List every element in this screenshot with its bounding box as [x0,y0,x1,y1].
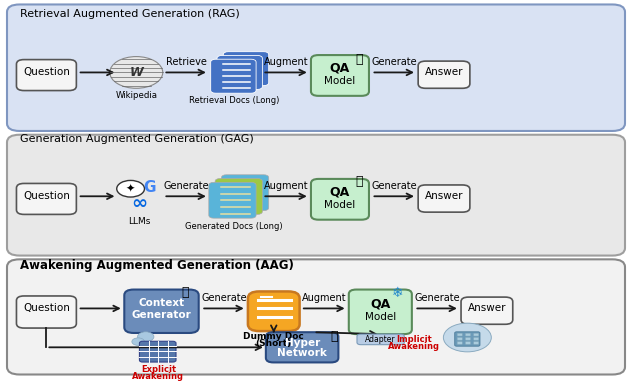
FancyBboxPatch shape [473,342,478,344]
Text: Answer: Answer [425,191,463,201]
FancyBboxPatch shape [223,52,269,86]
Text: Question: Question [23,303,70,313]
Text: Generate: Generate [372,57,417,67]
FancyBboxPatch shape [210,59,256,93]
Text: QA: QA [370,298,391,311]
Text: Model: Model [324,199,356,210]
Text: Question: Question [23,191,70,201]
FancyBboxPatch shape [458,338,462,340]
Text: Adapter: Adapter [365,335,396,343]
Text: Generate: Generate [163,181,209,191]
Text: G: G [143,180,155,195]
Text: Answer: Answer [425,68,463,78]
Text: Model: Model [324,76,356,86]
FancyBboxPatch shape [311,179,369,220]
Text: Generated Docs (Long): Generated Docs (Long) [185,222,283,231]
Text: Explicit: Explicit [141,365,176,374]
Text: Generate: Generate [414,293,460,303]
FancyBboxPatch shape [125,290,198,333]
Text: Model: Model [365,312,396,322]
Text: 🔥: 🔥 [355,53,363,66]
Circle shape [132,338,145,345]
Circle shape [444,323,491,352]
Text: Augment: Augment [264,181,308,191]
Text: Context: Context [138,298,185,308]
Text: Augment: Augment [302,293,346,303]
FancyBboxPatch shape [473,338,478,340]
FancyBboxPatch shape [458,342,462,344]
Circle shape [138,332,154,342]
FancyBboxPatch shape [16,296,76,328]
FancyBboxPatch shape [248,291,300,331]
Text: Generate: Generate [201,293,246,303]
Text: Wikipedia: Wikipedia [115,91,157,100]
Text: 🔥: 🔥 [355,175,363,188]
Text: QA: QA [330,62,350,74]
FancyBboxPatch shape [215,178,262,214]
Circle shape [110,57,163,88]
Text: Network: Network [277,348,327,358]
FancyBboxPatch shape [458,333,462,336]
Text: Generator: Generator [131,310,191,320]
Text: Awakening Augmented Generation (AAG): Awakening Augmented Generation (AAG) [20,259,293,272]
Text: 🔥: 🔥 [182,286,189,299]
FancyBboxPatch shape [217,55,262,89]
FancyBboxPatch shape [465,338,470,340]
Text: 🔥: 🔥 [330,330,337,343]
Text: Awakening: Awakening [388,342,440,351]
Circle shape [117,180,145,197]
Text: (Short): (Short) [255,339,292,348]
FancyBboxPatch shape [418,185,470,212]
FancyBboxPatch shape [140,341,176,362]
FancyBboxPatch shape [473,333,478,336]
Text: Generation Augmented Generation (GAG): Generation Augmented Generation (GAG) [20,134,253,144]
Text: Hyper: Hyper [284,338,320,348]
Text: Awakening: Awakening [132,372,185,381]
FancyBboxPatch shape [16,60,76,91]
Text: Answer: Answer [468,303,506,313]
Text: ∞: ∞ [131,194,147,213]
Text: LLMs: LLMs [128,217,150,227]
FancyBboxPatch shape [349,290,412,334]
Text: QA: QA [330,185,350,198]
Text: W: W [130,66,143,79]
FancyBboxPatch shape [357,334,404,345]
FancyBboxPatch shape [221,175,269,210]
Text: Retrieval Augmented Generation (RAG): Retrieval Augmented Generation (RAG) [20,9,240,19]
FancyBboxPatch shape [7,259,625,374]
FancyBboxPatch shape [465,342,470,344]
Text: Implicit: Implicit [396,335,432,344]
FancyBboxPatch shape [455,332,480,346]
Text: Dummy Doc: Dummy Doc [243,332,304,341]
Text: Question: Question [23,68,70,78]
FancyBboxPatch shape [209,182,256,218]
FancyBboxPatch shape [7,135,625,256]
FancyBboxPatch shape [418,61,470,88]
FancyBboxPatch shape [16,183,76,214]
Text: Retrieval Docs (Long): Retrieval Docs (Long) [189,96,279,105]
Text: Augment: Augment [264,57,308,67]
Text: ✦: ✦ [126,184,135,194]
Text: Generate: Generate [372,181,417,191]
FancyBboxPatch shape [266,332,338,363]
Text: ❄: ❄ [392,286,404,299]
FancyBboxPatch shape [311,55,369,96]
Text: Retrieve: Retrieve [166,57,207,67]
FancyBboxPatch shape [7,5,625,131]
FancyBboxPatch shape [465,333,470,336]
FancyBboxPatch shape [461,297,513,324]
